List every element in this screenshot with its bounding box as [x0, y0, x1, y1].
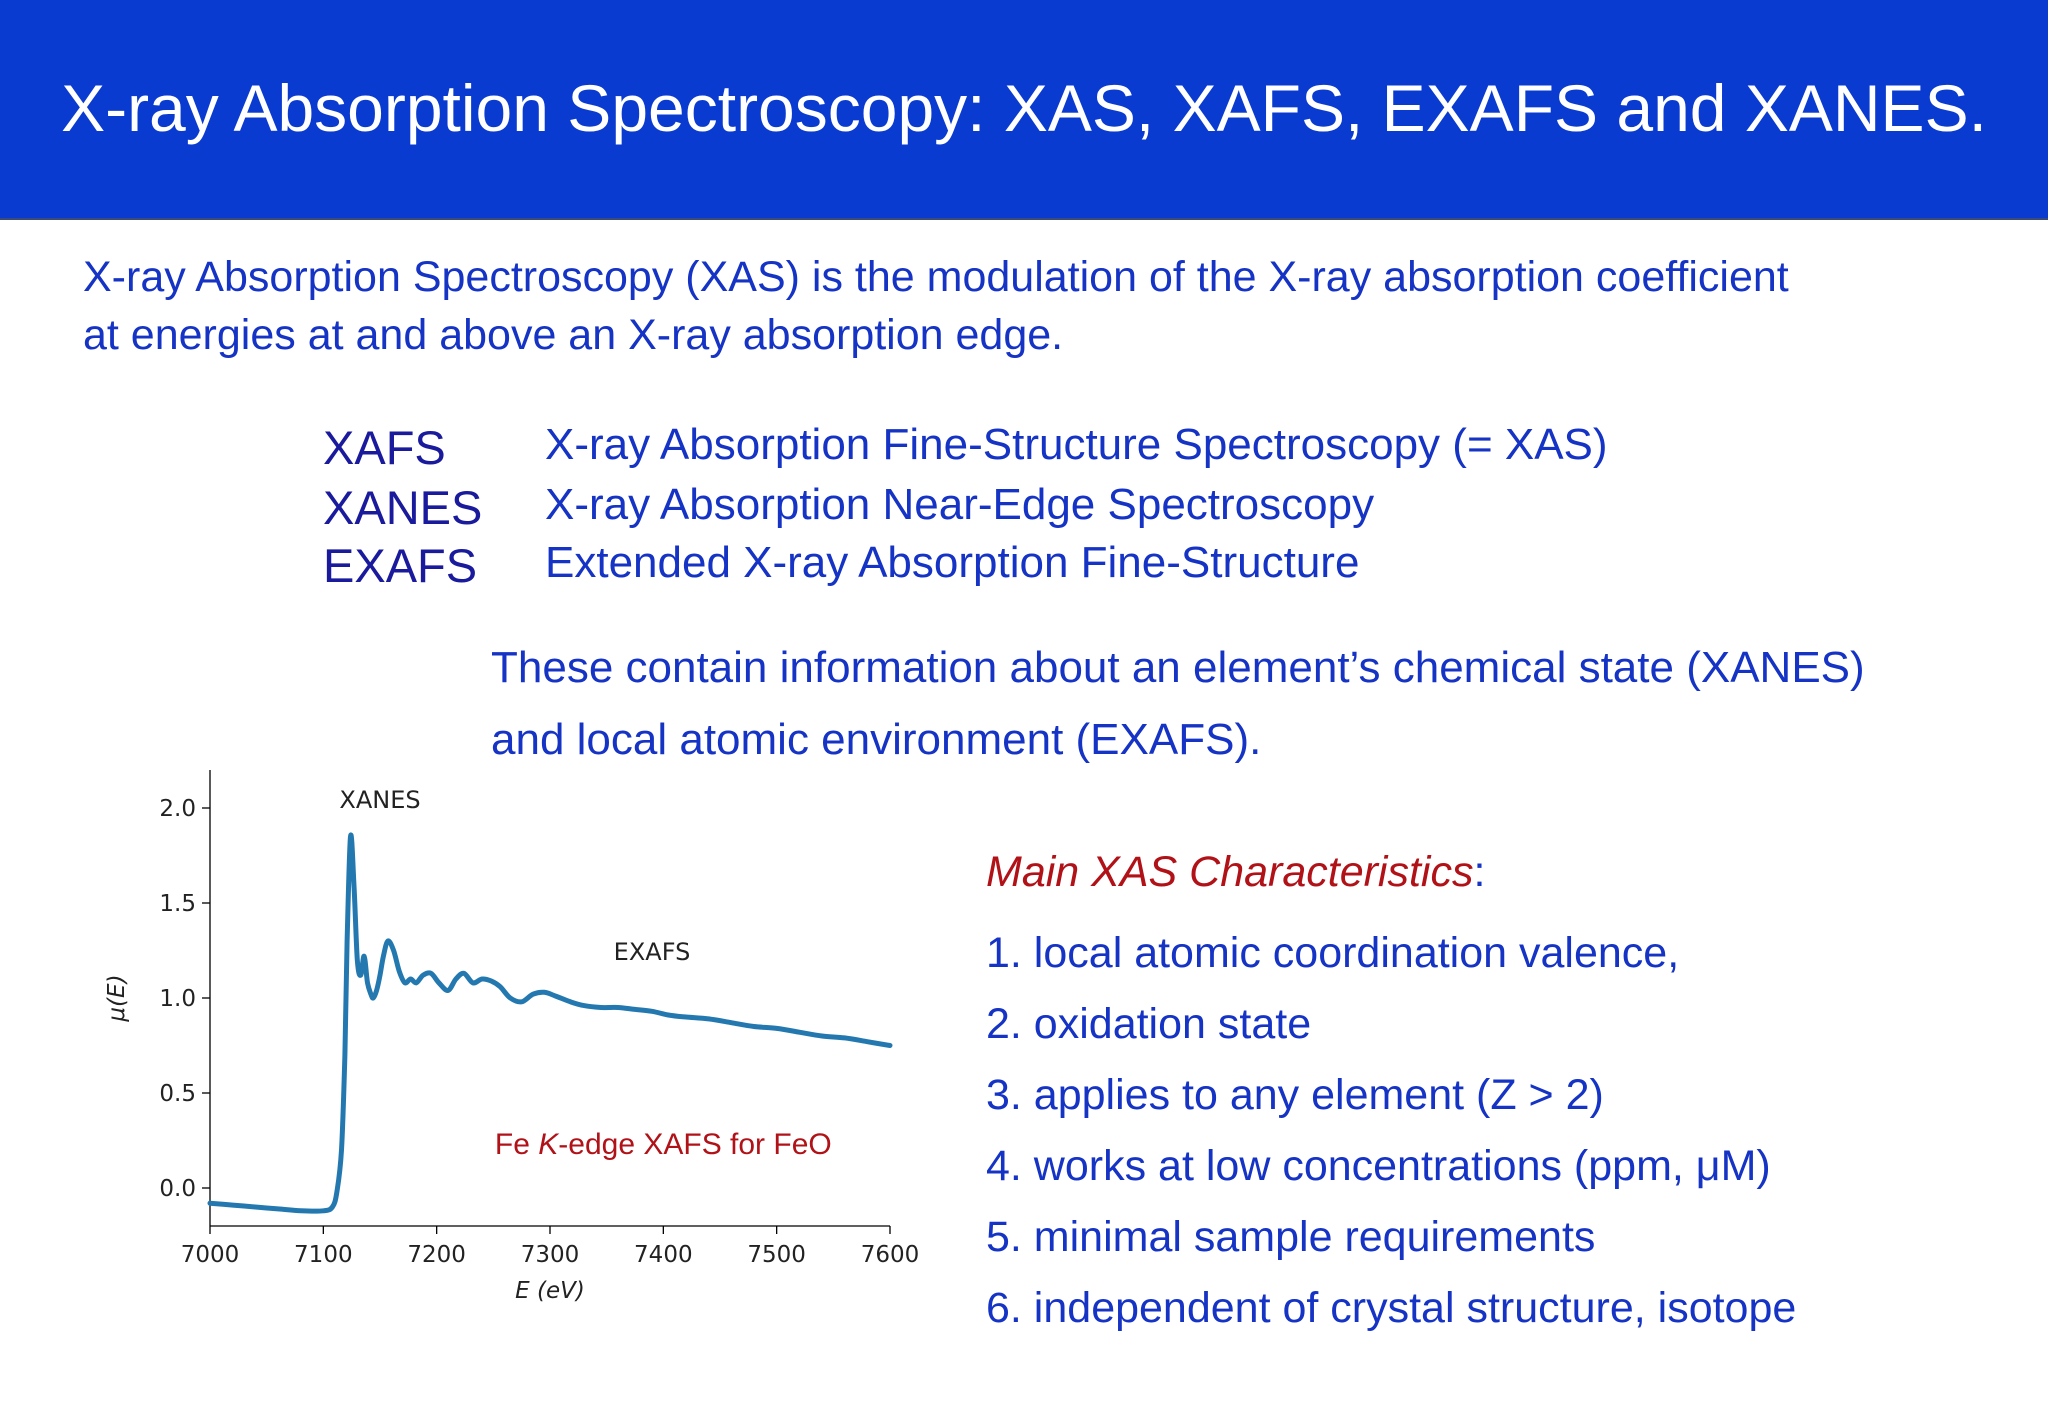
- y-tick-label: 2.0: [159, 796, 196, 822]
- characteristic-item: 3. applies to any element (Z > 2): [986, 1071, 1604, 1119]
- characteristics-list: 1. local atomic coordination valence, 2.…: [986, 918, 1796, 1344]
- caption-italic: K: [538, 1128, 560, 1161]
- characteristics-heading-colon: :: [1473, 848, 1486, 896]
- characteristic-item: 6. independent of crystal structure, iso…: [986, 1284, 1797, 1332]
- y-tick-label: 1.5: [159, 891, 196, 917]
- y-ticks: 0.0 0.5 1.0 1.5 2.0: [159, 796, 210, 1202]
- characteristic-item: 2. oxidation state: [986, 1000, 1312, 1048]
- acronym-xanes: XANES: [323, 481, 483, 534]
- intro-paragraph: X-ray Absorption Spectroscopy (XAS) is t…: [83, 248, 1983, 364]
- definition-exafs: Extended X-ray Absorption Fine-Structure: [545, 538, 1360, 587]
- caption-post: -edge XAFS for FeO: [558, 1128, 831, 1161]
- x-tick-label: 7500: [747, 1242, 806, 1268]
- xafs-spectrum-chart: 7000 7100 7200 7300 7400 7500 7600 0.0 0.5 1.0 1.…: [104, 770, 920, 1304]
- y-tick-label: 0.5: [159, 1081, 196, 1107]
- y-tick-label: 0.0: [159, 1176, 196, 1202]
- acronym-exafs: EXAFS: [323, 539, 478, 592]
- x-tick-label: 7400: [634, 1242, 693, 1268]
- acronym-xafs: XAFS: [323, 421, 446, 474]
- characteristics-heading-text: Main XAS Characteristics: [986, 848, 1474, 896]
- x-tick-label: 7600: [861, 1242, 920, 1268]
- x-tick-label: 7200: [407, 1242, 466, 1268]
- definition-xafs: X-ray Absorption Fine-Structure Spectros…: [545, 420, 1608, 469]
- info-line-1: These contain information about an eleme…: [491, 643, 1865, 692]
- intro-line-1: X-ray Absorption Spectroscopy (XAS) is t…: [83, 253, 1789, 301]
- characteristic-item: 1. local atomic coordination valence,: [986, 929, 1680, 977]
- x-tick-label: 7100: [294, 1242, 353, 1268]
- annotation-xanes: XANES: [339, 786, 420, 814]
- characteristic-item: 5. minimal sample requirements: [986, 1213, 1596, 1261]
- definition-xanes: X-ray Absorption Near-Edge Spectroscopy: [545, 480, 1375, 529]
- title-bar: X-ray Absorption Spectroscopy: XAS, XAFS…: [0, 0, 2048, 220]
- y-tick-label: 1.0: [159, 986, 196, 1012]
- annotation-exafs: EXAFS: [614, 938, 691, 966]
- series-line-mu-e: [207, 832, 893, 1214]
- x-tick-label: 7300: [521, 1242, 580, 1268]
- x-tick-label: 7000: [181, 1242, 240, 1268]
- x-axis-title: E (eV): [515, 1278, 585, 1304]
- info-paragraph: These contain information about an eleme…: [491, 632, 1865, 776]
- x-ticks: 7000 7100 7200 7300 7400 7500 7600: [181, 1226, 920, 1268]
- intro-line-2: at energies at and above an X-ray absorp…: [83, 311, 1064, 359]
- characteristic-item: 4. works at low concentrations (ppm, μM): [986, 1142, 1771, 1190]
- y-axis-title: μ(E): [104, 974, 130, 1022]
- characteristics-heading: Main XAS Characteristics:: [986, 848, 1485, 897]
- slide-title: X-ray Absorption Spectroscopy: XAS, XAFS…: [61, 71, 1987, 145]
- caption-pre: Fe: [495, 1128, 538, 1161]
- chart-caption: Fe K-edge XAFS for FeO: [495, 1128, 832, 1161]
- info-line-2: and local atomic environment (EXAFS).: [491, 715, 1262, 764]
